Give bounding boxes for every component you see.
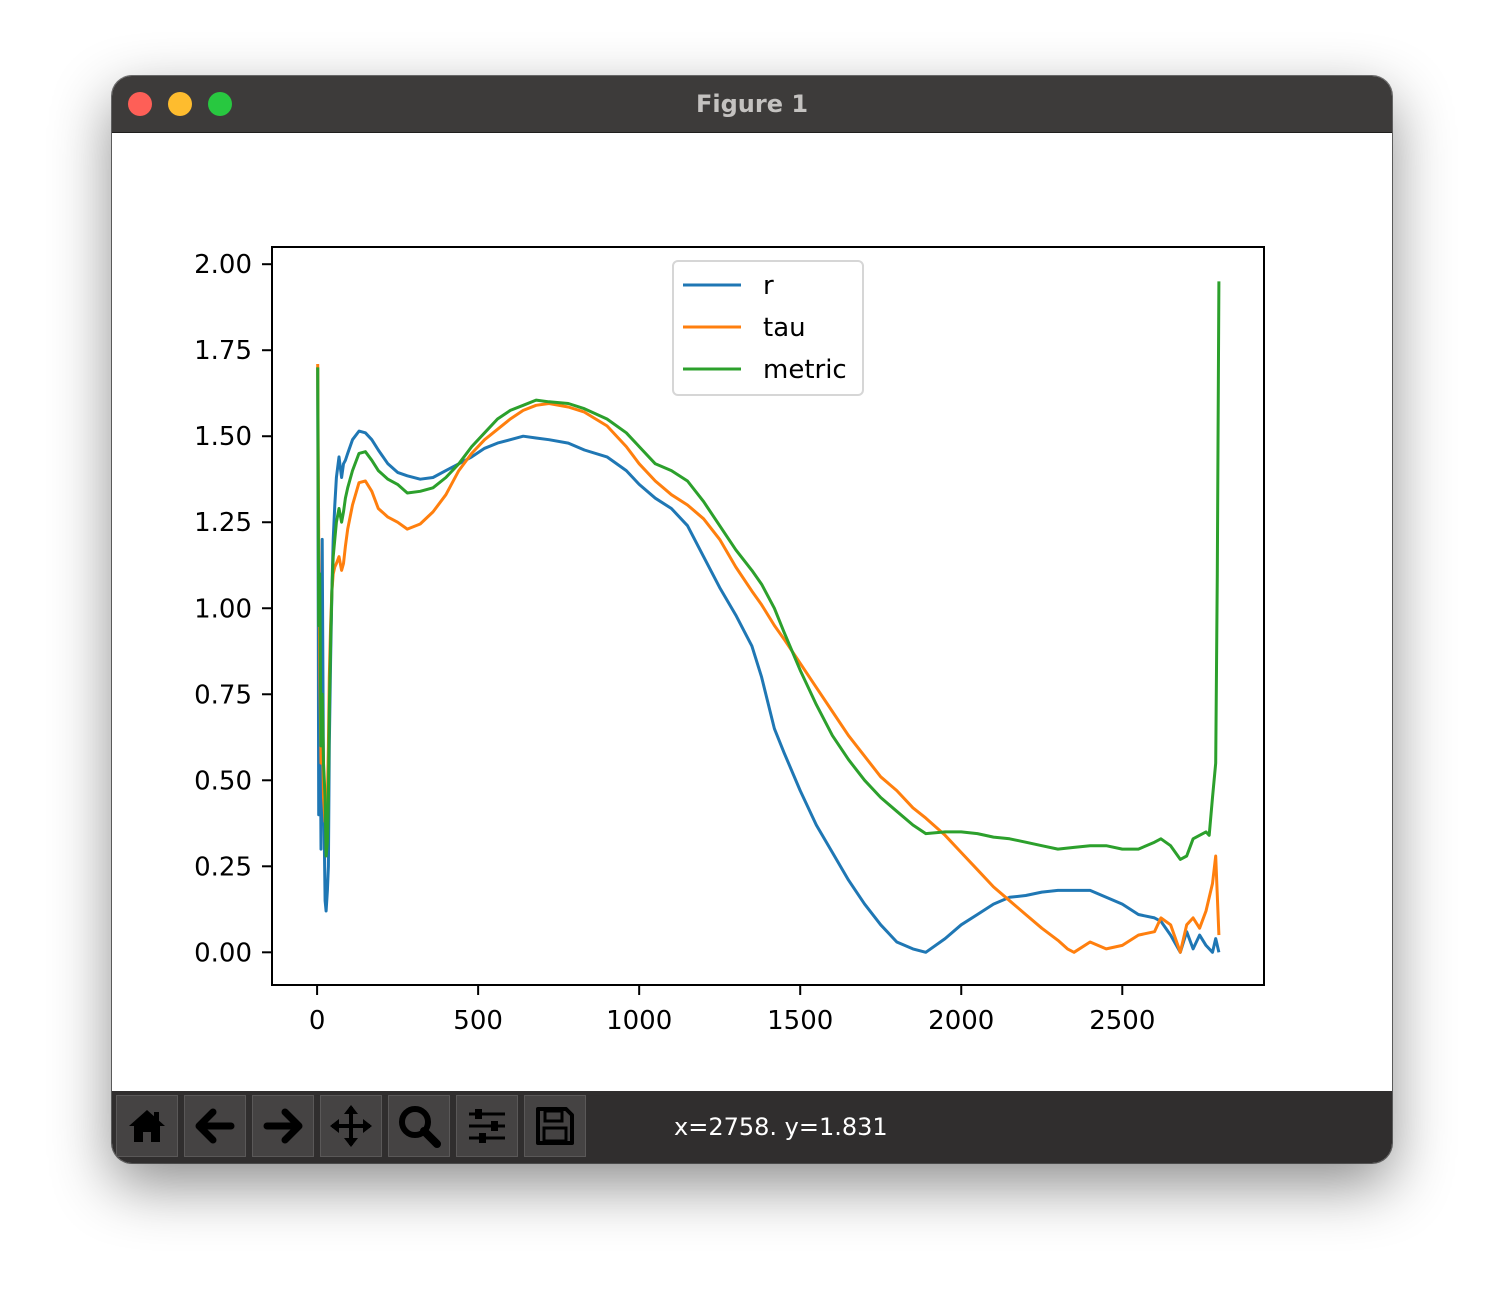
figure-canvas[interactable]: 0 500 1000 1500 2000 2500 0.00 0.25 0.50 0.75 1.0… [112,133,1392,1091]
sliders-icon [469,1109,505,1143]
magnifier-icon [399,1106,441,1148]
x-axis: 0 500 1000 1500 2000 2500 [309,985,1155,1036]
x-tick-label: 1000 [606,1006,672,1036]
home-icon [129,1110,165,1142]
y-tick-label: 1.25 [194,508,252,538]
series-line-tau [316,363,1221,954]
save-button[interactable] [524,1095,586,1157]
y-axis: 0.00 0.25 0.50 0.75 1.00 1.25 1.50 1.75 2.00 [194,250,272,968]
move-icon [330,1105,372,1147]
title-bar: Figure 1 [112,76,1392,133]
cursor-coordinates: x=2758. y=1.831 [674,1113,888,1141]
y-tick-label: 0.00 [194,938,252,968]
navigation-toolbar: x=2758. y=1.831 [112,1091,1392,1163]
line-chart[interactable]: 0 500 1000 1500 2000 2500 0.00 0.25 0.50 0.75 1.0… [112,133,1392,1091]
legend-label-tau: tau [763,313,806,343]
y-tick-label: 1.75 [194,336,252,366]
y-tick-label: 0.50 [194,766,252,796]
y-tick-label: 0.25 [194,852,252,882]
minimize-button[interactable] [168,92,192,116]
arrow-left-icon [195,1108,235,1144]
figure-window: Figure 1 0 500 1000 1500 2000 2500 0.00 0.25 0.… [112,76,1392,1163]
close-button[interactable] [128,92,152,116]
x-tick-label: 2000 [928,1006,994,1036]
y-tick-label: 1.50 [194,422,252,452]
series-line-r [316,367,1221,954]
series-line-metric [316,281,1221,861]
legend-label-metric: metric [763,355,847,385]
configure-subplots-button[interactable] [456,1095,518,1157]
x-tick-label: 1500 [767,1006,833,1036]
y-tick-label: 0.75 [194,680,252,710]
x-tick-label: 2500 [1089,1006,1155,1036]
plot-frame [271,246,1265,986]
legend: r tau metric [672,260,864,396]
legend-label-r: r [763,271,774,301]
series-layer [316,281,1221,954]
zoom-button[interactable] [388,1095,450,1157]
arrow-right-icon [263,1108,303,1144]
floppy-disk-icon [536,1107,574,1145]
forward-button[interactable] [252,1095,314,1157]
maximize-button[interactable] [208,92,232,116]
pan-button[interactable] [320,1095,382,1157]
back-button[interactable] [184,1095,246,1157]
y-tick-label: 1.00 [194,594,252,624]
home-button[interactable] [116,1095,178,1157]
y-tick-label: 2.00 [194,250,252,280]
x-tick-label: 500 [453,1006,503,1036]
window-title: Figure 1 [695,90,809,118]
legend-box [672,260,864,396]
x-tick-label: 0 [309,1006,326,1036]
